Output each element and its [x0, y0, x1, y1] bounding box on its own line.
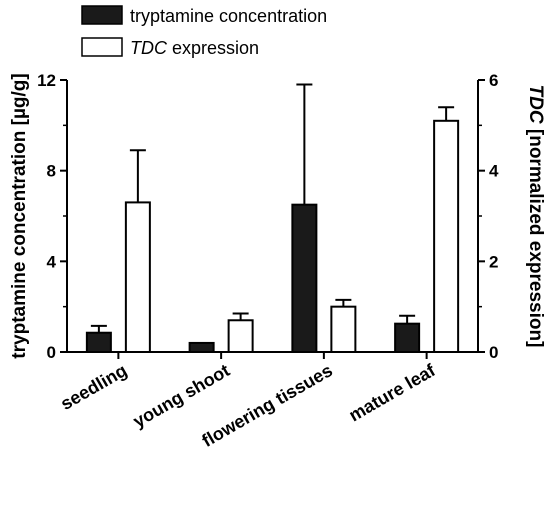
legend-label-tdc: TDC expression [130, 38, 259, 58]
legend-swatch-tdc [81, 37, 123, 57]
bar-rect [85, 331, 112, 354]
left-axis-title: tryptamine concentration [µg/g] [9, 73, 30, 358]
category-label: young shoot [130, 360, 234, 431]
right-axis-ticks: 0 2 4 6 [478, 71, 499, 362]
legend-swatch-tryptamine [81, 5, 123, 25]
bar-rect [227, 319, 254, 353]
bars [85, 83, 460, 354]
bar-tdc [433, 106, 460, 353]
left-tick-label: 8 [47, 162, 56, 181]
right-axis-title-gene: TDC [525, 85, 546, 124]
bar-rect [291, 203, 318, 353]
bar-tdc [330, 298, 357, 353]
category-label: seedling [57, 360, 130, 414]
left-tick-label: 0 [47, 343, 56, 362]
bar-tryptamine [85, 324, 112, 354]
bar-tdc [124, 149, 151, 353]
bar-rect [394, 322, 421, 353]
bar-rect [188, 341, 215, 353]
bar-rect [330, 305, 357, 353]
axes: 0 4 8 12 0 2 4 6 [37, 71, 499, 362]
bar-tryptamine [188, 341, 215, 353]
right-tick-label: 0 [489, 343, 498, 362]
left-axis-ticks: 0 4 8 12 [37, 71, 67, 362]
x-axis-ticks [117, 352, 428, 359]
right-axis-title-suffix: [normalized expression] [525, 124, 546, 348]
right-axis-title: TDC [normalized expression] [525, 85, 546, 348]
legend: tryptamine concentration TDC expression [81, 5, 327, 58]
bar-tryptamine [291, 83, 318, 353]
bar-tdc [227, 312, 254, 353]
right-tick-label: 2 [489, 252, 498, 271]
legend-label-tdc-gene: TDC [130, 38, 168, 58]
right-tick-label: 6 [489, 71, 498, 90]
right-tick-label: 4 [489, 162, 499, 181]
left-tick-label: 4 [47, 252, 57, 271]
bar-tryptamine [394, 314, 421, 353]
legend-label-tdc-suffix: expression [167, 38, 259, 58]
category-label: mature leaf [345, 360, 439, 426]
legend-label-tryptamine: tryptamine concentration [130, 6, 327, 26]
left-tick-label: 12 [37, 71, 56, 90]
bar-rect [124, 201, 151, 353]
bar-rect [433, 119, 460, 353]
